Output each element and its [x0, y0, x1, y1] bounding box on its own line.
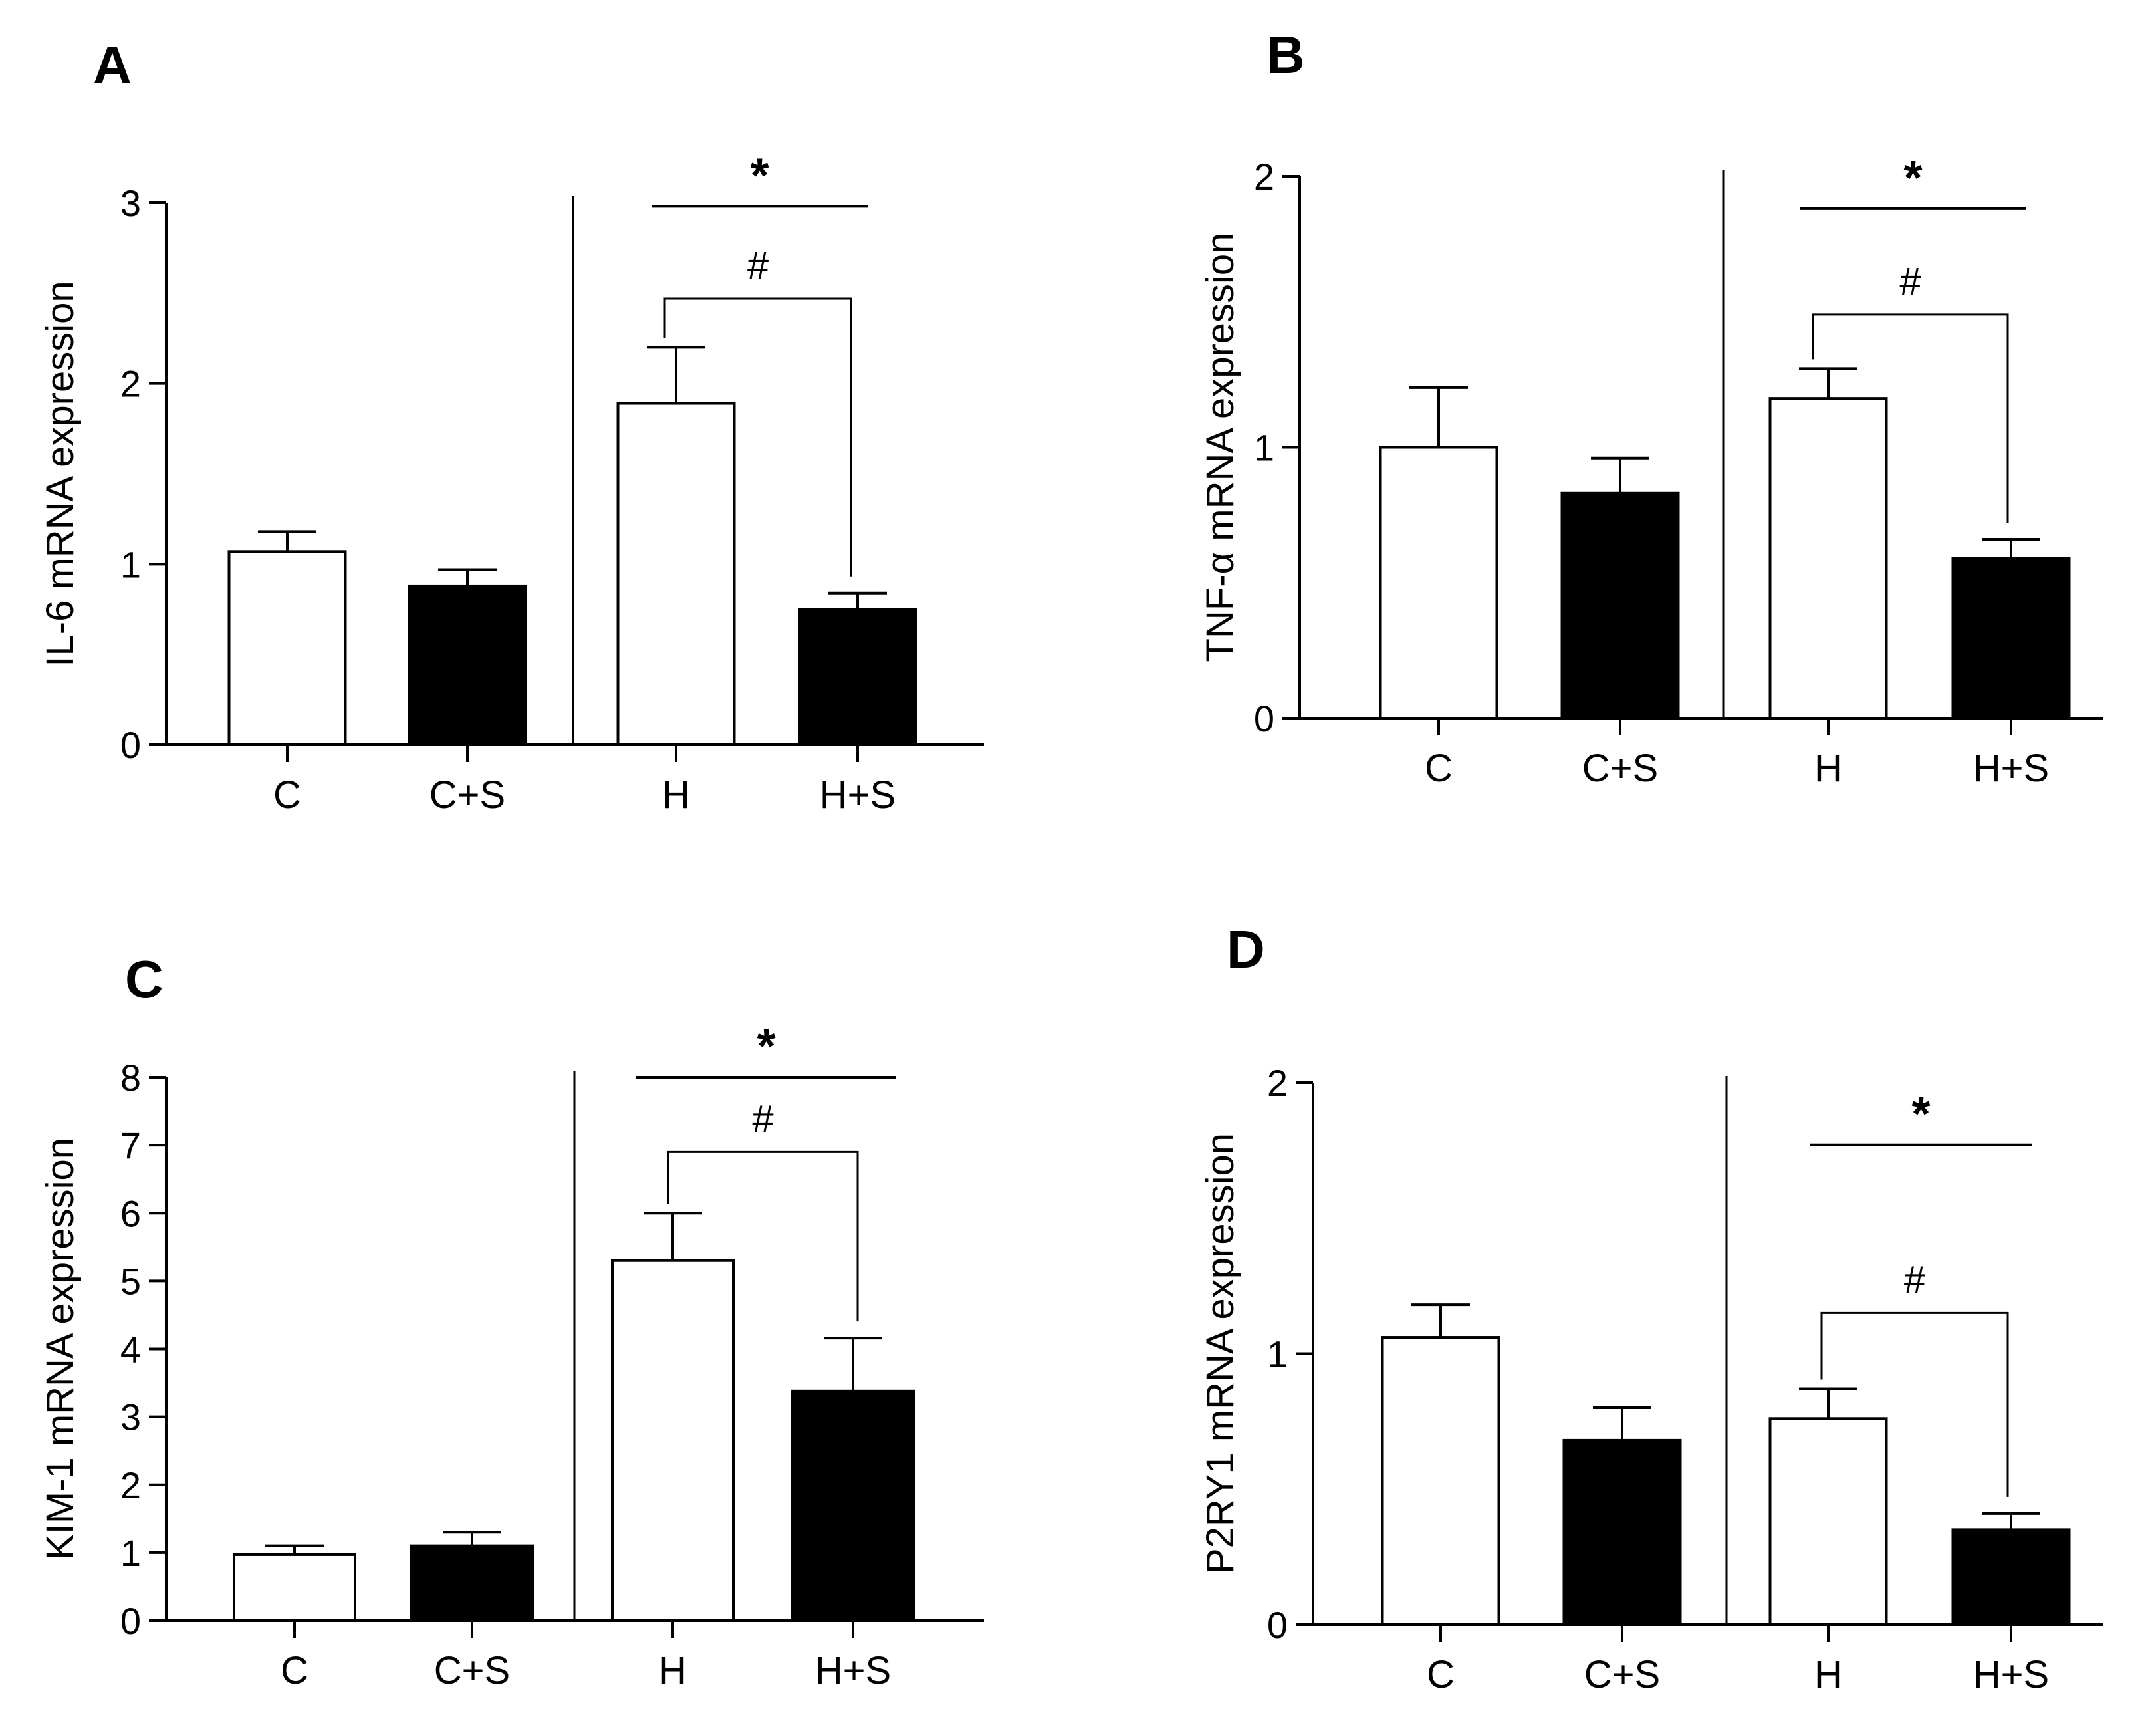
- y-tick-label: 0: [120, 1600, 141, 1642]
- y-tick-label: 5: [120, 1260, 141, 1302]
- sig-hash-bracket: [663, 297, 852, 577]
- bar-c-plus-s: [410, 1544, 534, 1623]
- bar-h-plus-s: [1951, 1528, 2071, 1626]
- chart-panel-b: B 0 1 2 TNF-α mRNA expression C C+S H H+S * #: [1199, 25, 2103, 790]
- panel-letter: C: [125, 950, 164, 1009]
- y-tick-label: 0: [120, 724, 141, 766]
- bar-h: [1768, 1417, 1888, 1627]
- bar-h-plus-s: [1951, 557, 2071, 720]
- y-axis-title: KIM-1 mRNA expression: [39, 1138, 82, 1560]
- y-axis-title: P2RY1 mRNA expression: [1199, 1133, 1242, 1574]
- y-tick-label: 0: [1267, 1604, 1288, 1646]
- y-tick-label: 1: [1267, 1333, 1288, 1375]
- sig-hash: #: [1904, 1258, 1925, 1301]
- y-axis-title: IL-6 mRNA expression: [39, 281, 82, 666]
- x-tick-label: H: [662, 773, 690, 817]
- x-tick-label: C+S: [434, 1649, 510, 1692]
- y-tick-label: 1: [120, 543, 141, 585]
- sig-star: *: [1911, 1088, 1930, 1141]
- bar-h: [616, 402, 736, 746]
- y-tick-label: 2: [1254, 156, 1274, 198]
- bar-h-plus-s: [791, 1389, 915, 1622]
- x-tick-label: C: [281, 1649, 308, 1692]
- chart-panel-a: A 0 1 2 3 IL-6 mRNA expression C C+S H H+S * #: [39, 35, 984, 817]
- x-tick-label: C+S: [1582, 747, 1658, 790]
- x-tick-label: H: [1814, 747, 1842, 790]
- bar-c-plus-s: [408, 584, 527, 747]
- bar-c: [233, 1553, 356, 1622]
- x-tick-label: H+S: [1973, 1653, 2049, 1696]
- y-tick-label: 6: [120, 1192, 141, 1234]
- x-tick-label: C: [273, 773, 301, 817]
- y-axis-title: TNF-α mRNA expression: [1199, 233, 1242, 662]
- panel-letter: D: [1227, 920, 1265, 979]
- y-tick-label: 3: [120, 1396, 141, 1438]
- bar-c: [1381, 1336, 1500, 1627]
- x-tick-label: H+S: [820, 773, 896, 817]
- sig-hash: #: [752, 1097, 773, 1140]
- y-tick-label: 2: [1267, 1062, 1288, 1104]
- sig-hash-bracket: [667, 1150, 859, 1322]
- sig-star: *: [1903, 152, 1922, 205]
- bar-h-plus-s: [798, 608, 917, 746]
- sig-star: *: [757, 1020, 775, 1073]
- x-tick-label: C: [1427, 1653, 1455, 1696]
- x-tick-label: H: [1814, 1653, 1842, 1696]
- y-tick-label: 2: [120, 1464, 141, 1506]
- x-tick-label: C+S: [429, 773, 505, 817]
- x-tick-label: C: [1425, 747, 1453, 790]
- bar-h: [611, 1259, 735, 1623]
- y-tick-label: 3: [120, 182, 141, 224]
- x-tick-label: C+S: [1584, 1653, 1660, 1696]
- sig-hash: #: [747, 244, 769, 287]
- x-tick-label: H+S: [815, 1649, 891, 1692]
- bar-c: [227, 550, 347, 746]
- y-tick-label: 4: [120, 1329, 141, 1371]
- y-tick-label: 2: [120, 363, 141, 405]
- bar-c-plus-s: [1562, 1438, 1682, 1626]
- x-tick-label: H: [659, 1649, 687, 1692]
- y-tick-label: 0: [1254, 698, 1274, 739]
- y-tick-label: 8: [120, 1057, 141, 1099]
- panel-letter: A: [93, 35, 132, 94]
- bar-c: [1379, 446, 1498, 720]
- chart-panel-c: C 0 1 2 3 4 5 6 7 8 KIM-1 mRNA expression C C+S H H+S *…: [39, 950, 984, 1692]
- y-tick-label: 7: [120, 1125, 141, 1166]
- sig-hash: #: [1899, 260, 1921, 303]
- y-tick-label: 1: [120, 1532, 141, 1574]
- y-tick-label: 1: [1254, 427, 1274, 469]
- x-tick-label: H+S: [1973, 747, 2049, 790]
- panel-letter: B: [1266, 25, 1305, 84]
- chart-panel-d: D 0 1 2 P2RY1 mRNA expression C C+S H H+S * #: [1199, 920, 2103, 1696]
- bar-c-plus-s: [1560, 491, 1680, 720]
- sig-hash-bracket: [1812, 313, 2009, 523]
- bar-h: [1768, 397, 1888, 720]
- sig-hash-bracket: [1820, 1311, 2009, 1497]
- sig-star: *: [750, 149, 769, 202]
